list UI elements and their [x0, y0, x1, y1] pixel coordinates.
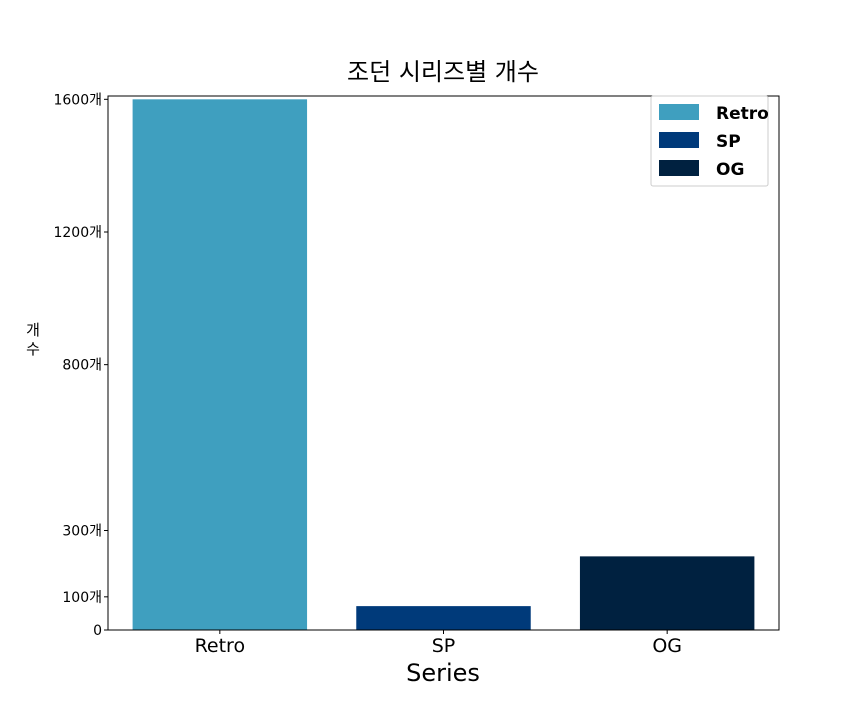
x-axis: Retro SP OG [195, 630, 682, 657]
y-tick-label: 800개 [62, 358, 102, 374]
legend-swatch-retro [659, 104, 699, 120]
bar-sp [356, 606, 531, 630]
y-tick-label: 100개 [62, 590, 102, 606]
chart-title: 조던 시리즈별 개수 [347, 58, 539, 86]
bar-retro [132, 99, 308, 630]
y-tick-label: 0 [93, 623, 102, 639]
legend-swatch-sp [659, 132, 699, 148]
y-tick-label: 1600개 [53, 92, 102, 108]
legend-label: OG [716, 160, 744, 180]
bar-og [579, 556, 755, 630]
legend-label: Retro [716, 104, 769, 124]
x-tick-label: SP [432, 635, 456, 657]
y-axis: 0 100개 300개 800개 1200개 1600개 [53, 92, 108, 639]
bar-group [132, 99, 755, 630]
legend: Retro SP OG [650, 95, 769, 187]
y-tick-label: 1200개 [53, 225, 102, 241]
legend-label: SP [716, 132, 741, 152]
x-tick-label: Retro [195, 635, 246, 657]
y-tick-label: 300개 [62, 523, 102, 539]
x-tick-label: OG [652, 635, 682, 657]
legend-swatch-og [659, 160, 699, 176]
x-axis-label: Series [406, 659, 480, 687]
